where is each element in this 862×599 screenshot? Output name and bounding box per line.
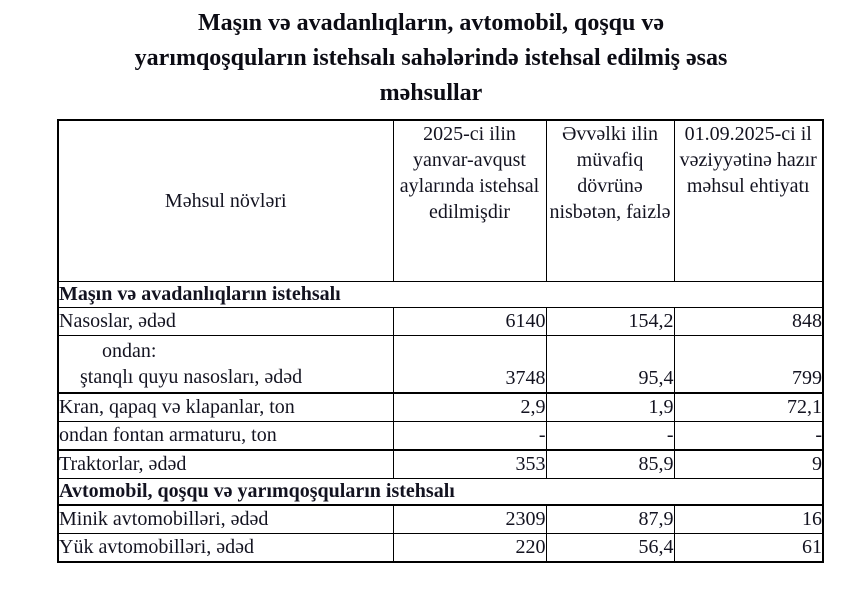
kran-stock-value: 72,1 (673, 392, 824, 422)
row-label-traktorlar: Traktorlar, ədəd (57, 449, 394, 479)
section-row-machinery: Maşın və avadanlıqların istehsalı (57, 281, 824, 308)
table-header-row: Məhsul növləri 2025-ci ilin yanvar-avqus… (57, 119, 824, 282)
yuk-stock-value: 61 (673, 533, 824, 563)
traktorlar-percent-value: 85,9 (545, 449, 675, 479)
row-label-kran: Kran, qapaq və klapanlar, ton (57, 392, 394, 422)
table-row-traktorlar: Traktorlar, ədəd 353 85,9 9 (57, 449, 824, 479)
traktorlar-produced-value: 353 (392, 449, 547, 479)
section-row-automobile: Avtomobil, qoşqu və yarımqoşquların iste… (57, 478, 824, 506)
nasoslar-stock-value: 848 (673, 307, 824, 336)
table-row-stanqli-quyu-nasoslari: ondan: ştanqlı quyu nasosları, ədəd 3748… (57, 335, 824, 394)
section-label-machinery: Maşın və avadanlıqların istehsalı (57, 281, 824, 308)
kran-produced-value: 2,9 (392, 392, 547, 422)
page-title-line-3: məhsullar (379, 80, 483, 106)
header-percent-vs-previous: Əvvəlki ilin müvafiq dövrünə nisbətən, f… (545, 119, 675, 282)
minik-percent-value: 87,9 (545, 504, 675, 534)
row-label-yuk: Yük avtomobilləri, ədəd (57, 533, 394, 563)
fontan-percent-value: - (545, 421, 675, 451)
yuk-produced-value: 220 (392, 533, 547, 563)
stanqli-stock-value: 799 (673, 335, 824, 394)
table-row-fontan-armaturu: ondan fontan armaturu, ton - - - (57, 421, 824, 451)
row-label-stanqli-ondan: ondan: (102, 340, 157, 362)
row-label-nasoslar: Nasoslar, ədəd (57, 307, 394, 336)
section-label-automobile: Avtomobil, qoşqu və yarımqoşquların iste… (57, 478, 824, 506)
page-title-line-1: Maşın və avadanlıqların, avtomobil, qoşq… (197, 10, 665, 36)
page-title-line-2: yarımqoşquların istehsalı sahələrində is… (134, 45, 728, 71)
fontan-produced-value: - (392, 421, 547, 451)
table-row-nasoslar: Nasoslar, ədəd 6140 154,2 848 (57, 307, 824, 336)
production-table: Məhsul növləri 2025-ci ilin yanvar-avqus… (57, 119, 824, 563)
nasoslar-percent-value: 154,2 (545, 307, 675, 336)
nasoslar-produced-value: 6140 (392, 307, 547, 336)
header-stock-01-09-2025: 01.09.2025-ci il vəziyyətinə hazır məhsu… (673, 119, 824, 282)
stanqli-percent-value: 95,4 (545, 335, 675, 394)
minik-stock-value: 16 (673, 504, 824, 534)
table-row-kran: Kran, qapaq və klapanlar, ton 2,9 1,9 72… (57, 392, 824, 422)
traktorlar-stock-value: 9 (673, 449, 824, 479)
table-row-minik-avtomobilleri: Minik avtomobilləri, ədəd 2309 87,9 16 (57, 504, 824, 534)
table-row-yuk-avtomobilleri: Yük avtomobilləri, ədəd 220 56,4 61 (57, 533, 824, 563)
yuk-percent-value: 56,4 (545, 533, 675, 563)
row-label-fontan: ondan fontan armaturu, ton (57, 421, 394, 451)
row-label-minik: Minik avtomobilləri, ədəd (57, 504, 394, 534)
header-produced-2025: 2025-ci ilin yanvar-avqust aylarında ist… (392, 119, 547, 282)
kran-percent-value: 1,9 (545, 392, 675, 422)
fontan-stock-value: - (673, 421, 824, 451)
row-label-stanqli: ondan: ştanqlı quyu nasosları, ədəd (57, 335, 394, 394)
header-product-types: Məhsul növləri (57, 119, 394, 282)
minik-produced-value: 2309 (392, 504, 547, 534)
page-title: Maşın və avadanlıqların, avtomobil, qoşq… (0, 6, 862, 111)
row-label-stanqli-name: ştanqlı quyu nasosları, ədəd (80, 366, 303, 388)
stanqli-produced-value: 3748 (392, 335, 547, 394)
